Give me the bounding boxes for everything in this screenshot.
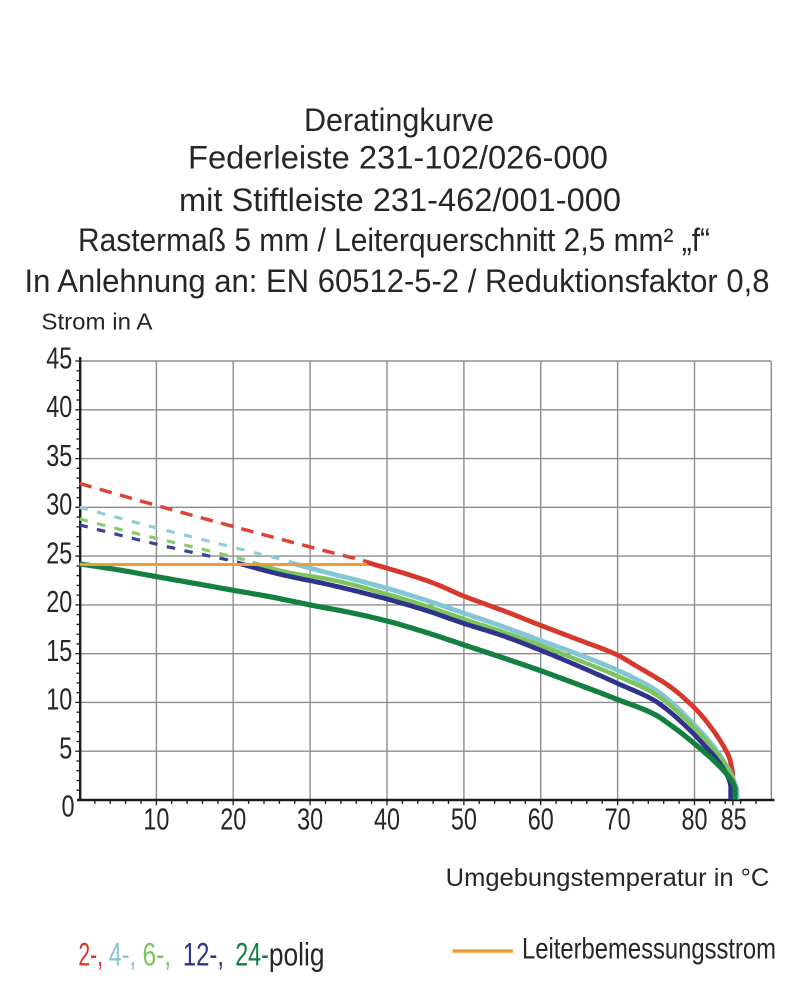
svg-text:80: 80 (682, 802, 708, 837)
svg-text:0: 0 (62, 789, 75, 824)
svg-text:Umgebungstemperatur in °C: Umgebungstemperatur in °C (446, 864, 770, 892)
svg-text:40: 40 (46, 389, 72, 424)
svg-text:85: 85 (721, 802, 747, 837)
svg-text:4-,: 4-, (109, 936, 136, 972)
svg-text:In Anlehnung an: EN 60512-5-2: In Anlehnung an: EN 60512-5-2 / Reduktio… (25, 263, 770, 299)
svg-text:24-: 24- (235, 936, 269, 972)
svg-text:30: 30 (46, 487, 72, 522)
svg-text:12-,: 12-, (183, 936, 224, 972)
svg-text:polig: polig (269, 936, 325, 972)
svg-text:10: 10 (143, 802, 169, 837)
svg-text:Deratingkurve: Deratingkurve (304, 102, 494, 138)
svg-text:15: 15 (46, 633, 72, 668)
svg-text:Leiterbemessungsstrom: Leiterbemessungsstrom (522, 932, 776, 965)
svg-text:Strom in A: Strom in A (41, 309, 153, 335)
svg-text:Rastermaß 5 mm / Leiterquersch: Rastermaß 5 mm / Leiterquerschnitt 2,5 m… (78, 222, 710, 258)
svg-text:45: 45 (46, 340, 72, 375)
svg-text:Federleiste 231-102/026-000: Federleiste 231-102/026-000 (188, 139, 608, 175)
svg-text:70: 70 (605, 802, 631, 837)
svg-text:10: 10 (46, 682, 72, 717)
svg-text:2-,: 2-, (78, 936, 103, 972)
svg-text:25: 25 (46, 535, 72, 570)
svg-text:35: 35 (46, 438, 72, 473)
svg-text:mit Stiftleiste 231-462/001-00: mit Stiftleiste 231-462/001-000 (179, 182, 621, 218)
svg-text:20: 20 (220, 802, 246, 837)
svg-text:60: 60 (528, 802, 554, 837)
svg-text:6-,: 6-, (143, 936, 172, 972)
svg-text:20: 20 (46, 584, 72, 619)
svg-text:50: 50 (451, 802, 477, 837)
svg-text:40: 40 (374, 802, 400, 837)
svg-text:5: 5 (59, 731, 72, 766)
svg-text:30: 30 (297, 802, 323, 837)
